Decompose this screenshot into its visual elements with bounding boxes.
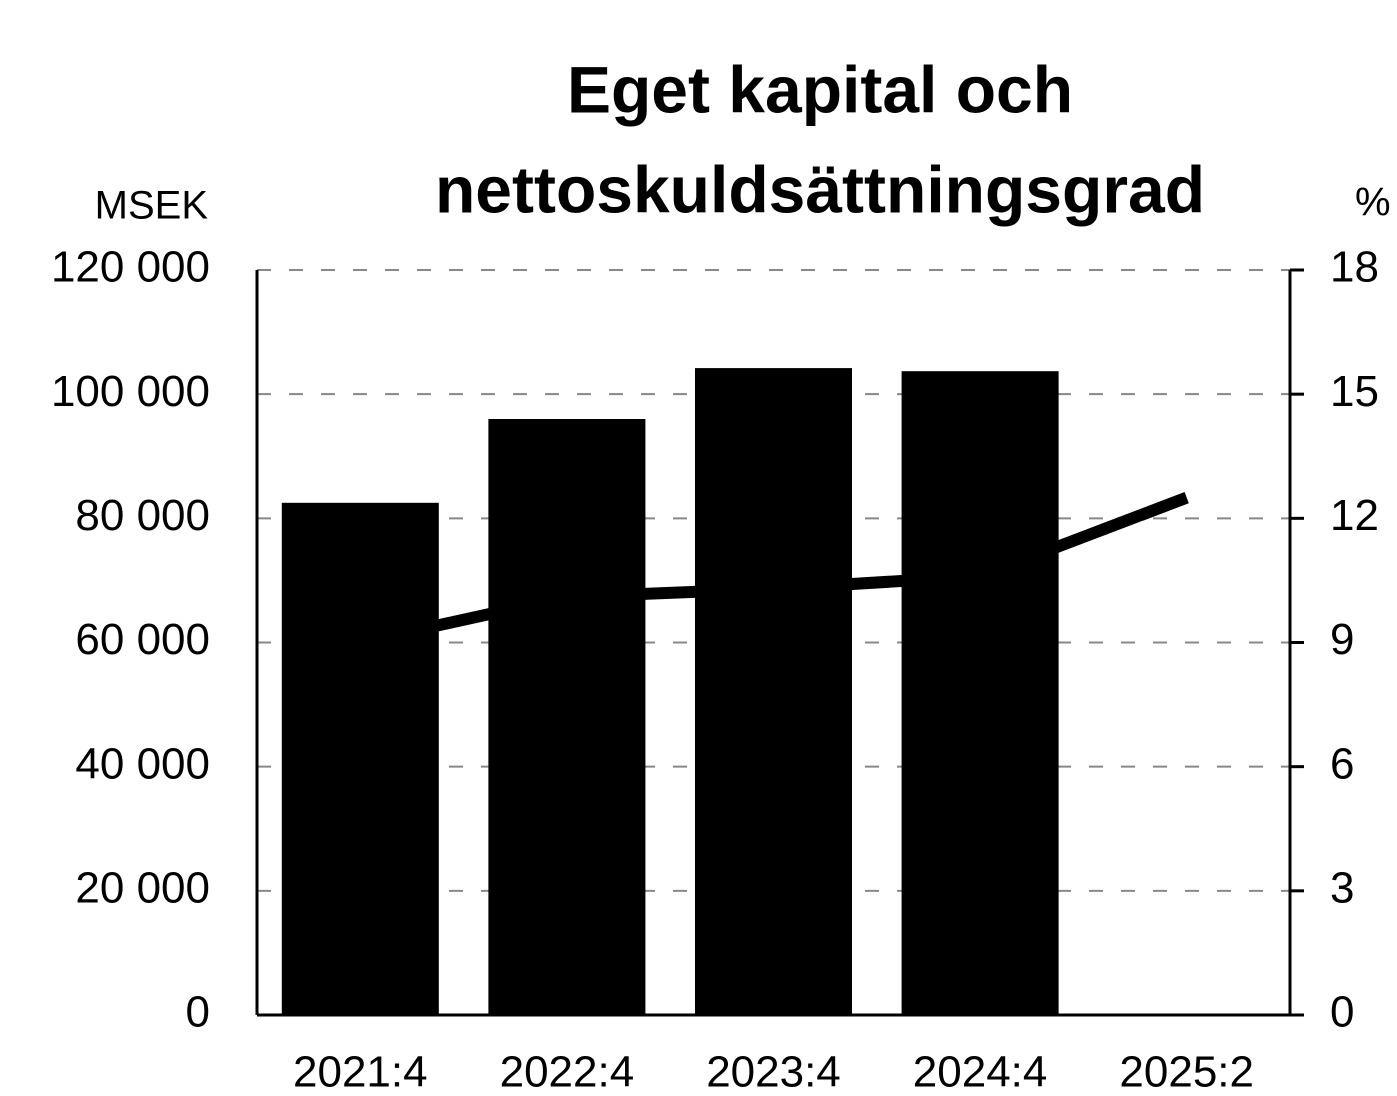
y-tick-label: 80 000: [75, 491, 210, 540]
line: [359, 492, 1189, 649]
bar: [694, 368, 853, 1015]
x-tick-label: 2024:4: [913, 1048, 1048, 1096]
y2-tick-label: 9: [1330, 615, 1354, 664]
y2-axis-label: %: [1355, 181, 1391, 225]
y2-tick-label: 12: [1330, 491, 1379, 540]
y-tick-label: 100 000: [51, 367, 210, 416]
y2-tick-label: 6: [1330, 739, 1354, 788]
y-tick-label: 60 000: [75, 615, 210, 664]
bar: [901, 371, 1059, 1016]
bar: [281, 502, 439, 1015]
y-axis-label: MSEK: [95, 184, 209, 228]
y2-tick-label: 0: [1330, 988, 1354, 1037]
y-tick-label: 20 000: [75, 863, 210, 912]
y2-tick-label: 3: [1330, 863, 1354, 912]
bar: [488, 419, 646, 1015]
y-tick-label: 40 000: [75, 739, 210, 788]
x-tick-label: 2021:4: [293, 1048, 428, 1096]
y2-tick-label: 18: [1330, 243, 1379, 292]
x-tick-label: 2023:4: [706, 1048, 841, 1096]
y-tick-label: 120 000: [51, 243, 210, 292]
x-tick-label: 2022:4: [500, 1048, 635, 1096]
y-tick-label: 0: [186, 988, 210, 1037]
chart-title: nettoskuldsättningsgrad: [435, 152, 1205, 226]
y2-tick-label: 15: [1330, 367, 1379, 416]
chart-title: Eget kapital och: [567, 52, 1073, 126]
x-tick-label: 2025:2: [1119, 1048, 1254, 1096]
